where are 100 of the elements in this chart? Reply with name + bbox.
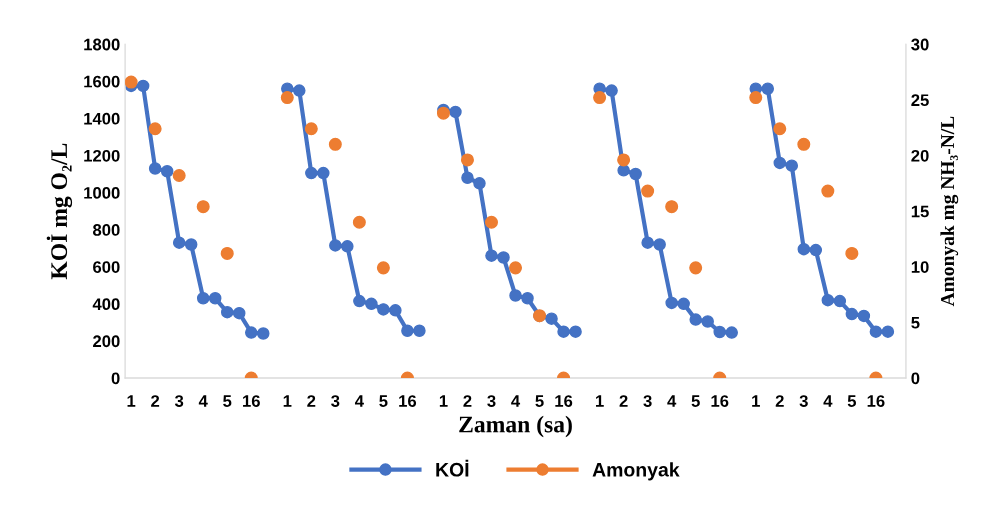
point bbox=[881, 325, 895, 338]
point bbox=[665, 296, 678, 310]
legend-label: KOİ bbox=[436, 459, 469, 477]
x-tick-label: 1 bbox=[127, 395, 136, 407]
point bbox=[689, 261, 703, 275]
x-tick-label: 1 bbox=[596, 395, 604, 407]
point bbox=[821, 293, 835, 307]
point bbox=[341, 240, 354, 253]
point bbox=[196, 200, 210, 214]
point bbox=[160, 164, 174, 178]
y-axis-title: KOİ mg O₂/L bbox=[46, 143, 73, 280]
point bbox=[641, 236, 654, 249]
point bbox=[605, 84, 618, 97]
point bbox=[172, 169, 186, 183]
point bbox=[701, 315, 714, 328]
point bbox=[304, 122, 318, 136]
y-tick-label: 1200 bbox=[84, 149, 120, 162]
x-tick-label: 1 bbox=[439, 395, 448, 407]
point bbox=[196, 292, 210, 305]
point bbox=[401, 324, 414, 337]
x-tick-label: 4 bbox=[667, 395, 677, 407]
point bbox=[280, 91, 294, 105]
point bbox=[245, 326, 258, 339]
point bbox=[617, 164, 630, 177]
point bbox=[305, 166, 318, 180]
y-tick-label: 1400 bbox=[84, 112, 120, 125]
point bbox=[232, 306, 246, 320]
point bbox=[785, 159, 799, 172]
point bbox=[509, 261, 523, 275]
point bbox=[653, 238, 666, 251]
point bbox=[257, 327, 270, 340]
point bbox=[677, 297, 690, 311]
x-tick-label: 2 bbox=[775, 395, 784, 407]
y-tick-label: 800 bbox=[92, 224, 120, 236]
point bbox=[328, 137, 342, 151]
x-tick-label: 2 bbox=[151, 395, 160, 407]
point bbox=[545, 312, 558, 325]
point bbox=[172, 236, 186, 249]
point bbox=[293, 84, 306, 97]
point bbox=[689, 313, 702, 326]
point bbox=[641, 184, 655, 198]
y-tick-label: 1600 bbox=[84, 75, 120, 88]
point bbox=[353, 294, 366, 308]
point bbox=[593, 91, 607, 105]
point bbox=[136, 79, 150, 93]
x-tick-label: 1 bbox=[752, 395, 760, 407]
x-tick-label: 5 bbox=[379, 395, 388, 407]
point bbox=[148, 122, 162, 136]
point bbox=[833, 294, 847, 308]
point bbox=[389, 304, 402, 317]
point bbox=[725, 326, 738, 339]
point bbox=[148, 162, 162, 175]
point bbox=[220, 246, 234, 260]
point bbox=[460, 153, 474, 167]
point bbox=[473, 177, 486, 190]
x-tick-label: 16 bbox=[243, 395, 260, 407]
y2-tick-label: 15 bbox=[911, 205, 929, 218]
x-tick-label: 16 bbox=[555, 395, 573, 407]
point bbox=[845, 307, 859, 321]
x-tick-label: 4 bbox=[198, 395, 208, 407]
point bbox=[665, 200, 679, 214]
point bbox=[449, 105, 462, 119]
point bbox=[184, 238, 198, 251]
point bbox=[352, 215, 366, 229]
y2-tick-label: 0 bbox=[911, 372, 920, 385]
x-axis-title: Zaman (sa) bbox=[459, 415, 572, 438]
point bbox=[376, 261, 390, 275]
point bbox=[317, 166, 330, 180]
y-tick-label: 400 bbox=[92, 298, 120, 311]
x-tick-label: 5 bbox=[691, 395, 700, 407]
x-tick-label: 2 bbox=[463, 395, 472, 407]
point bbox=[557, 325, 570, 338]
point bbox=[208, 292, 222, 305]
x-tick-label: 3 bbox=[174, 395, 184, 407]
point bbox=[773, 122, 787, 136]
point bbox=[629, 167, 642, 181]
y2-tick-label: 20 bbox=[911, 149, 929, 162]
legend-label: Amonyak bbox=[592, 462, 680, 481]
point bbox=[461, 171, 474, 184]
x-tick-label: 5 bbox=[535, 395, 544, 407]
point bbox=[365, 297, 378, 311]
point bbox=[497, 251, 510, 264]
point bbox=[845, 246, 859, 260]
x-tick-label: 4 bbox=[354, 395, 364, 407]
y2-axis-title: Amonyak mg NH₃-N/L bbox=[940, 116, 959, 307]
point bbox=[569, 325, 582, 338]
point bbox=[797, 242, 811, 256]
point bbox=[484, 215, 498, 229]
x-tick-label: 16 bbox=[711, 395, 729, 407]
point bbox=[329, 239, 342, 252]
x-tick-label: 3 bbox=[799, 395, 808, 407]
point bbox=[869, 325, 883, 338]
y-tick-label: 600 bbox=[93, 261, 120, 273]
point bbox=[809, 243, 823, 257]
x-tick-label: 2 bbox=[619, 395, 628, 407]
y2-tick-label: 25 bbox=[911, 94, 929, 107]
point bbox=[509, 289, 522, 302]
point bbox=[485, 249, 498, 262]
y2-tick-label: 30 bbox=[911, 38, 929, 51]
x-tick-label: 1 bbox=[283, 395, 292, 407]
